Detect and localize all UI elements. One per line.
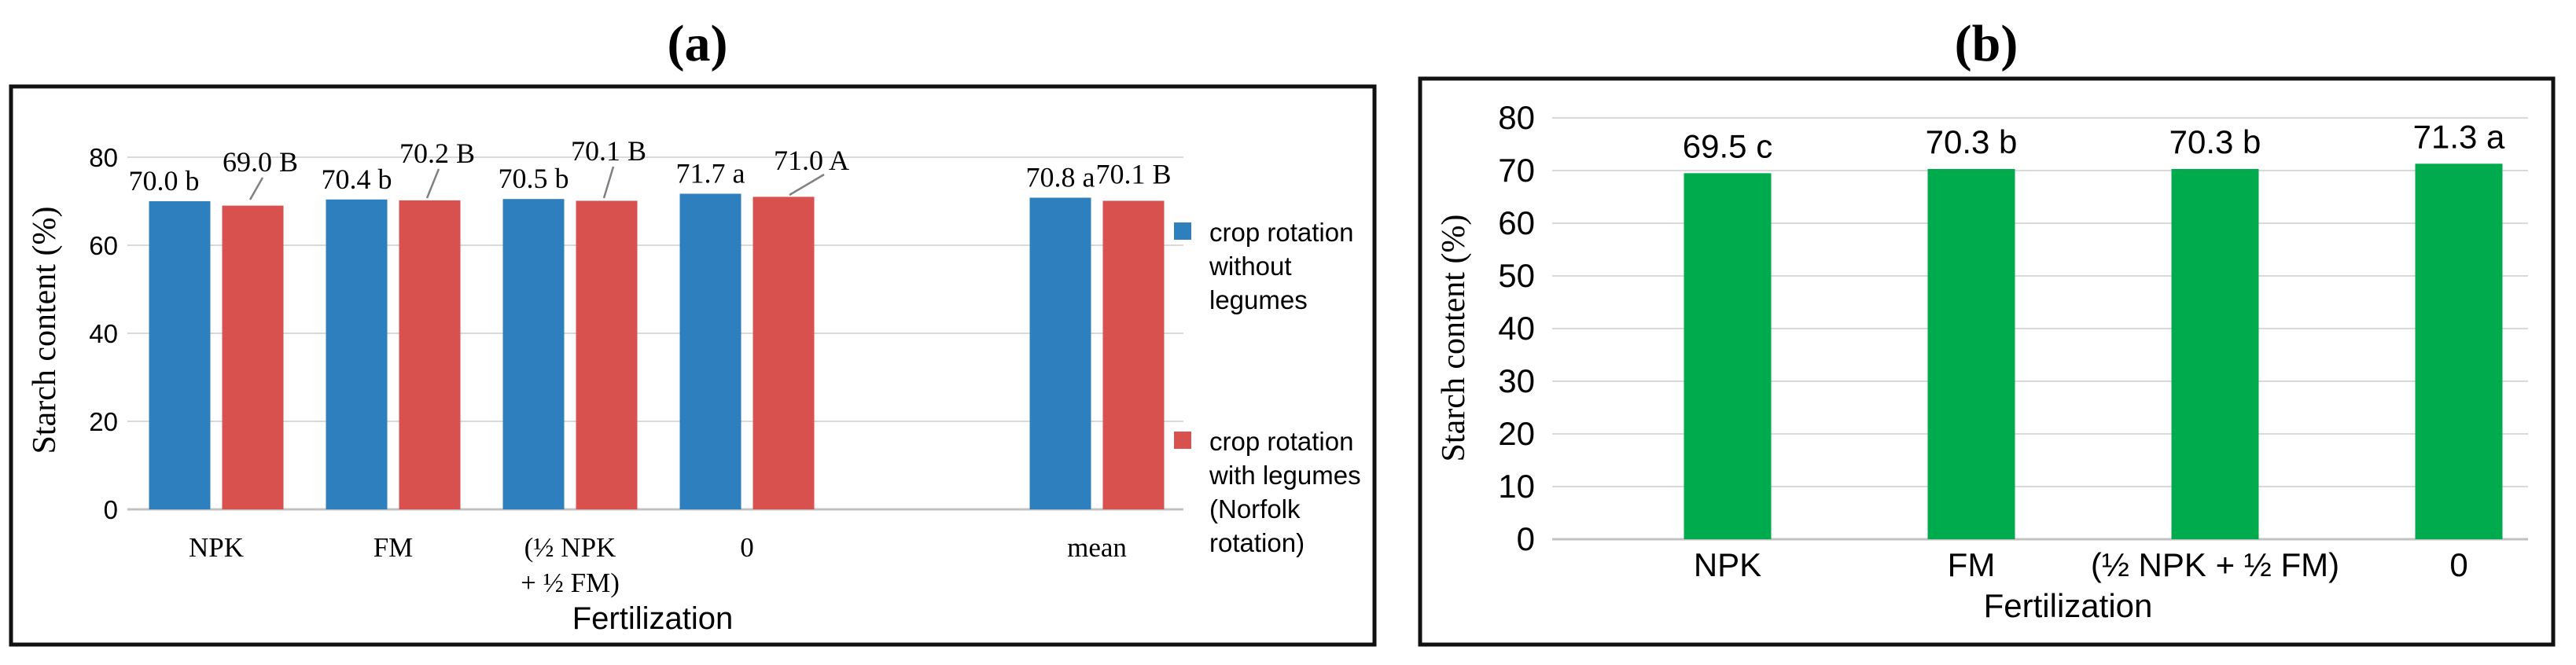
category-label: NPK xyxy=(1694,546,1761,583)
panel-b-title: (b) xyxy=(1954,15,2018,72)
y-tick-label: 10 xyxy=(1498,468,1535,505)
y-tick-label: 40 xyxy=(1498,310,1535,347)
bar-blue-1 xyxy=(326,199,388,509)
category-label: mean xyxy=(1067,532,1127,563)
bar-green-2 xyxy=(2171,168,2259,540)
category-label: FM xyxy=(1948,546,1996,583)
category-label: NPK xyxy=(189,532,244,563)
y-tick-label: 80 xyxy=(89,143,118,172)
legend-label: (Norfolk xyxy=(1209,494,1301,524)
data-label-leader-line xyxy=(789,173,825,197)
data-label-red: 70.2 B xyxy=(399,138,475,169)
legend-label: crop rotation xyxy=(1209,427,1353,456)
category-label: (½ NPK xyxy=(524,532,616,563)
data-label-blue: 70.4 b xyxy=(322,163,392,195)
bar-green-0 xyxy=(1684,173,1772,539)
bar-blue-2 xyxy=(502,199,565,509)
bar-red-1 xyxy=(399,200,461,509)
bar-blue-3 xyxy=(679,193,742,510)
data-label-leader-line xyxy=(425,168,440,199)
legend-label: without xyxy=(1209,252,1292,281)
data-label-red: 69.0 B xyxy=(223,146,298,178)
category-label: + ½ FM) xyxy=(521,568,620,598)
x-axis-title: Fertilization xyxy=(1984,587,2153,624)
category-label: 0 xyxy=(2449,546,2467,583)
data-label-green: 71.3 a xyxy=(2413,118,2505,155)
legend-label: with legumes xyxy=(1209,461,1361,490)
data-label-blue: 71.7 a xyxy=(676,157,745,189)
data-label-green: 70.3 b xyxy=(2169,123,2261,160)
category-label: FM xyxy=(374,532,414,563)
data-label-blue: 70.0 b xyxy=(129,165,200,197)
legend-swatch-red xyxy=(1174,432,1191,449)
y-tick-label: 40 xyxy=(89,319,118,348)
bar-red-4 xyxy=(1102,200,1165,509)
y-axis-title: Starch content (%) xyxy=(1436,215,1472,462)
data-label-red: 70.1 B xyxy=(571,135,646,167)
legend-swatch-blue xyxy=(1174,222,1191,240)
y-tick-label: 50 xyxy=(1498,257,1535,294)
legend-label: legumes xyxy=(1209,285,1308,314)
y-tick-label: 60 xyxy=(89,231,118,260)
data-label-green: 70.3 b xyxy=(1926,123,2018,160)
legend-label: crop rotation xyxy=(1209,218,1353,247)
bar-blue-4 xyxy=(1029,197,1091,509)
category-label: 0 xyxy=(740,532,754,563)
data-label-leader-line xyxy=(248,177,264,200)
data-label-blue: 70.5 b xyxy=(499,163,569,194)
bar-red-3 xyxy=(753,197,815,509)
panel-a-title: (a) xyxy=(667,15,728,72)
bar-red-2 xyxy=(576,200,638,509)
data-label-leader-line xyxy=(602,166,615,199)
bar-green-1 xyxy=(1927,168,2015,540)
y-tick-label: 20 xyxy=(1498,415,1535,452)
x-axis-title: Fertilization xyxy=(572,601,734,636)
category-label: (½ NPK + ½ FM) xyxy=(2091,546,2339,583)
bar-red-0 xyxy=(222,205,284,509)
panel-b-border xyxy=(1418,76,2556,647)
y-tick-label: 0 xyxy=(1517,520,1535,557)
y-axis-title: Starch content (%) xyxy=(27,207,63,454)
data-label-red: 70.1 B xyxy=(1095,158,1171,189)
data-label-red: 71.0 A xyxy=(774,145,849,176)
y-tick-label: 30 xyxy=(1498,362,1535,399)
data-label-green: 69.5 c xyxy=(1683,127,1772,164)
panel-a-border xyxy=(9,84,1377,647)
data-label-blue: 70.8 a xyxy=(1026,162,1095,193)
y-tick-label: 70 xyxy=(1498,152,1535,189)
y-tick-label: 20 xyxy=(89,407,118,436)
y-tick-label: 0 xyxy=(104,495,118,524)
legend-label: rotation) xyxy=(1209,528,1305,557)
bar-blue-0 xyxy=(149,201,211,509)
bar-green-3 xyxy=(2415,163,2503,540)
y-tick-label: 60 xyxy=(1498,204,1535,241)
y-tick-label: 80 xyxy=(1498,99,1535,136)
